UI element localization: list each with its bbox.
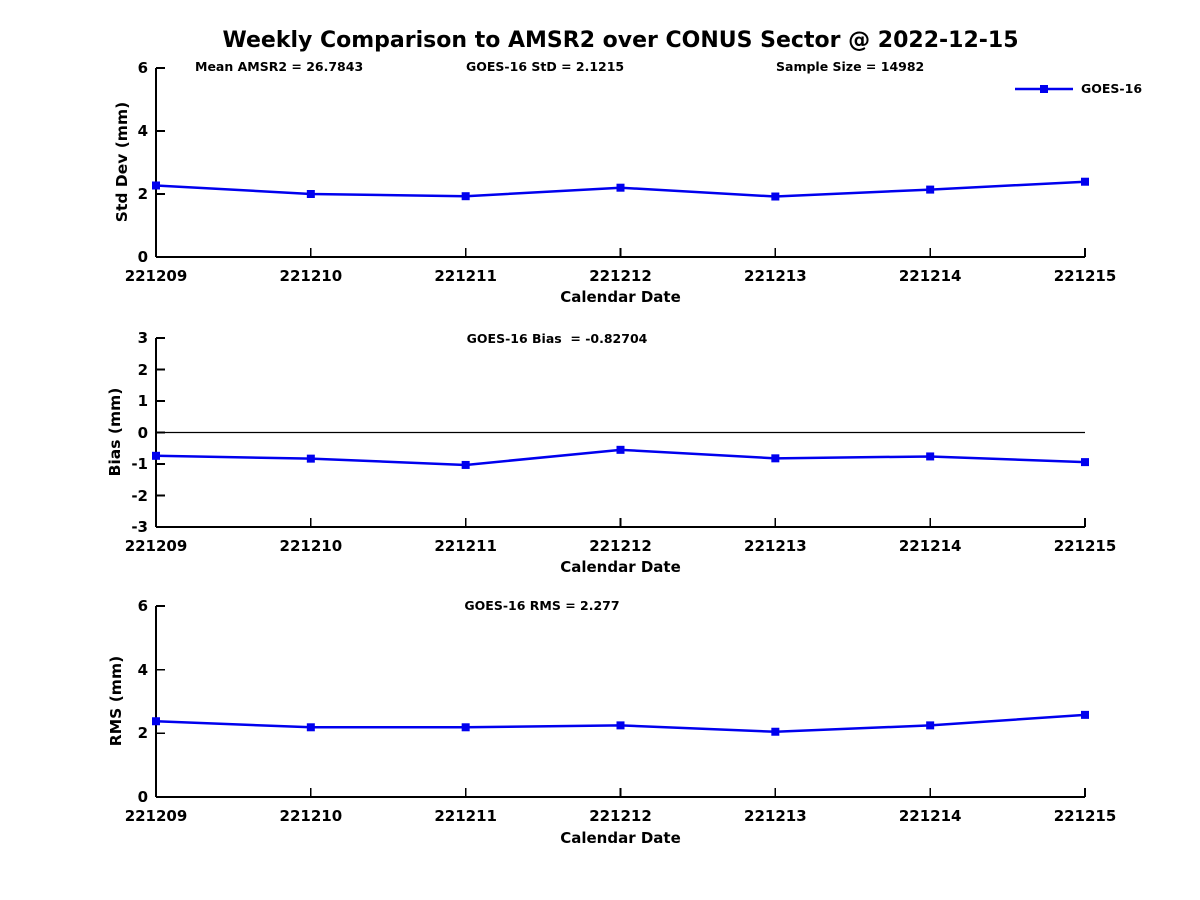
y-tick-label: 2	[137, 724, 148, 743]
x-tick-label: 221215	[1053, 537, 1117, 555]
y-tick-label: -3	[131, 518, 148, 536]
x-axis-label-rms: Calendar Date	[560, 829, 681, 847]
x-tick-label: 221215	[1053, 267, 1117, 285]
x-tick-label: 221212	[589, 267, 652, 285]
stat-sample-size: Sample Size = 14982	[776, 59, 925, 74]
x-tick-label: 221214	[898, 807, 962, 825]
x-tick-label: 221213	[744, 537, 807, 555]
rms-plot-area	[152, 605, 1089, 798]
x-tick-label: 221209	[124, 537, 188, 555]
legend-label: GOES-16	[1081, 81, 1143, 96]
stat-goes16-bias: GOES-16 Bias = -0.82704	[466, 331, 648, 346]
bias-plot-area	[152, 337, 1089, 528]
x-tick-label: 221210	[279, 267, 343, 285]
y-tick-label: -1	[131, 455, 148, 473]
y-tick-label: 2	[137, 360, 148, 379]
y-tick-label: 6	[137, 59, 148, 77]
y-tick-label: 3	[137, 329, 148, 347]
x-tick-label: 221211	[434, 807, 497, 825]
legend-line-marker-icon	[1015, 85, 1073, 93]
x-axis-label-std-dev: Calendar Date	[560, 288, 681, 306]
y-axis-label-std-dev: Std Dev (mm)	[113, 101, 131, 223]
x-tick-label: 221212	[589, 537, 652, 555]
x-tick-label: 221210	[279, 537, 343, 555]
legend: GOES-16	[1015, 80, 1142, 98]
x-tick-label: 221213	[744, 267, 807, 285]
y-tick-label: 0	[137, 788, 148, 806]
y-axis-label-rms: RMS (mm)	[107, 655, 125, 747]
stat-mean-amsr2: Mean AMSR2 = 26.7843	[195, 59, 364, 74]
stat-goes16-std: GOES-16 StD = 2.1215	[466, 59, 625, 74]
x-tick-label: 221215	[1053, 807, 1117, 825]
x-tick-label: 221209	[124, 807, 188, 825]
y-tick-label: 2	[137, 185, 148, 203]
x-tick-label: 221209	[124, 267, 188, 285]
y-tick-label: 1	[137, 392, 148, 410]
y-tick-label: 4	[137, 660, 148, 679]
y-tick-label: 0	[137, 248, 148, 266]
x-tick-label: 221211	[434, 267, 497, 285]
x-tick-label: 221213	[744, 807, 807, 825]
y-tick-label: 6	[137, 597, 148, 615]
y-tick-label: -2	[131, 486, 148, 505]
chart-title: Weekly Comparison to AMSR2 over CONUS Se…	[222, 28, 1019, 53]
x-tick-label: 221211	[434, 537, 497, 555]
y-tick-label: 4	[137, 122, 148, 140]
stat-goes16-rms: GOES-16 RMS = 2.277	[464, 598, 620, 613]
y-tick-label: 0	[137, 423, 148, 442]
x-tick-label: 221214	[898, 267, 962, 285]
x-tick-label: 221210	[279, 807, 343, 825]
x-tick-label: 221212	[589, 807, 652, 825]
x-tick-label: 221214	[898, 537, 962, 555]
std-dev-plot-area	[152, 67, 1089, 258]
x-axis-label-bias: Calendar Date	[560, 558, 681, 576]
